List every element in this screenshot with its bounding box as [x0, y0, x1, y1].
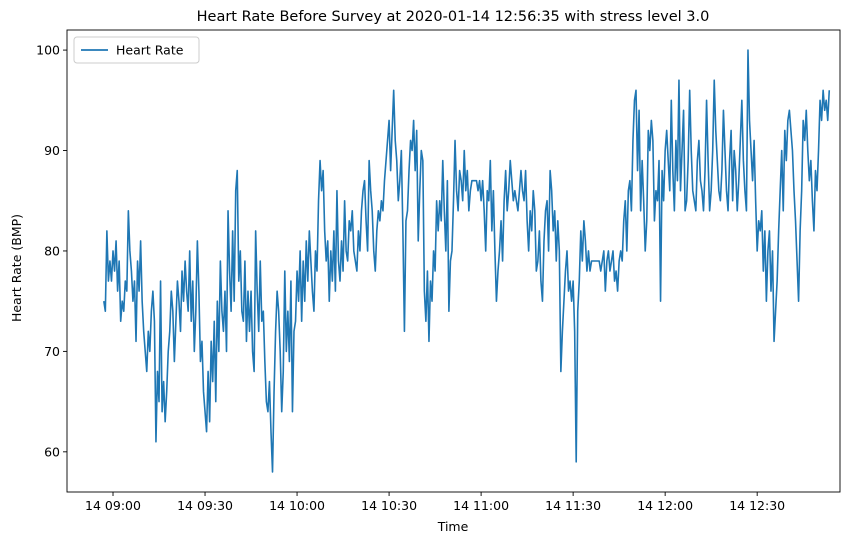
- legend: Heart Rate: [73, 36, 200, 64]
- x-tick-label: 14 12:00: [637, 498, 693, 513]
- y-tick-label: 60: [44, 444, 60, 459]
- y-axis-label: Heart Rate (BMP): [9, 214, 24, 322]
- y-tick-label: 70: [44, 344, 60, 359]
- x-tick-label: 14 12:30: [729, 498, 785, 513]
- legend-label: Heart Rate: [116, 43, 184, 58]
- chart-title: Heart Rate Before Survey at 2020-01-14 1…: [197, 9, 710, 25]
- x-tick-label: 14 10:30: [361, 498, 417, 513]
- x-tick-label: 14 09:00: [85, 498, 141, 513]
- x-tick-label: 14 11:30: [545, 498, 601, 513]
- x-axis-label: Time: [437, 519, 469, 534]
- x-tick-label: 14 10:00: [269, 498, 325, 513]
- legend-box: [73, 36, 200, 64]
- y-tick-label: 80: [44, 243, 60, 258]
- y-tick-label: 90: [44, 143, 60, 158]
- x-tick-label: 14 09:30: [177, 498, 233, 513]
- axes-frame: [66, 29, 841, 493]
- x-tick-label: 14 11:00: [453, 498, 509, 513]
- plot-area: 14 09:00 14 09:30 14 10:00 14 10:30 14 11:00…: [36, 29, 841, 513]
- series-line-heart-rate: [103, 49, 831, 473]
- y-tick-label: 100: [36, 43, 60, 58]
